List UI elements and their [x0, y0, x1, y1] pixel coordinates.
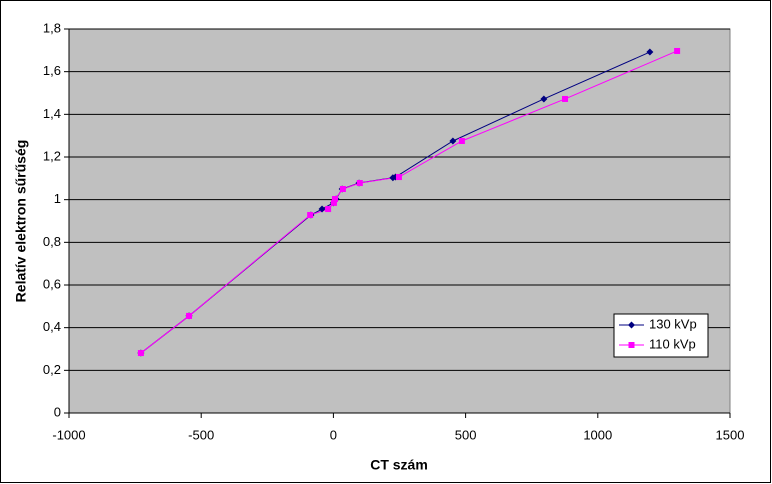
- y-tick-label: 0,4: [43, 319, 61, 334]
- data-point: [330, 199, 337, 206]
- series-line: [140, 50, 678, 354]
- data-point: [186, 312, 193, 319]
- y-tick-label: 0,6: [43, 276, 61, 291]
- y-tick-label: 0,2: [43, 362, 61, 377]
- data-point: [540, 95, 548, 103]
- data-point: [331, 196, 338, 203]
- y-tick-label: 0,8: [43, 234, 61, 249]
- y-tick-label: 1,4: [43, 106, 61, 121]
- data-point: [339, 186, 346, 192]
- data-point: [356, 180, 363, 187]
- x-tick-label: 1500: [716, 427, 745, 442]
- data-point: [307, 212, 314, 219]
- legend-label: 110 kVp: [649, 336, 696, 351]
- data-point: [562, 95, 569, 102]
- x-tick-label: 1000: [583, 427, 612, 442]
- legend-label: 130 kVp: [649, 316, 697, 331]
- data-point: [137, 350, 144, 357]
- data-point: [646, 48, 654, 56]
- legend-box: [613, 313, 709, 358]
- data-point: [325, 206, 332, 213]
- y-tick-label: 1,2: [43, 148, 61, 163]
- x-tick-label: 500: [455, 427, 477, 442]
- y-tick-label: 0: [54, 404, 61, 419]
- y-tick-label: 1,8: [43, 20, 61, 35]
- data-point: [449, 137, 457, 145]
- x-tick-label: 0: [330, 427, 337, 442]
- x-tick-label: -500: [188, 427, 214, 442]
- data-point: [318, 205, 326, 213]
- data-point: [395, 174, 402, 181]
- legend-marker: [628, 342, 635, 348]
- y-tick-label: 1: [54, 191, 61, 206]
- y-tick-label: 1,6: [43, 63, 61, 78]
- y-axis-title: Relatív elektron sűrűség: [13, 140, 29, 303]
- x-axis-title: CT szám: [370, 457, 428, 473]
- data-point: [674, 47, 681, 54]
- legend-marker: [628, 321, 635, 329]
- data-point: [458, 138, 465, 144]
- x-tick-label: -1000: [52, 427, 85, 442]
- legend: 130 kVp 110 kVp: [613, 313, 709, 358]
